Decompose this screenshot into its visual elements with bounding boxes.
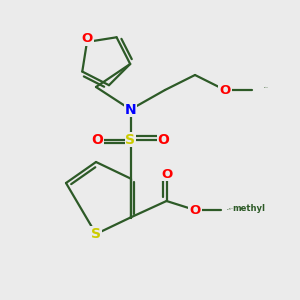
Text: O: O: [161, 167, 172, 181]
Text: O: O: [219, 83, 231, 97]
Text: N: N: [125, 103, 136, 116]
Text: methyl: methyl: [263, 87, 268, 88]
Text: O: O: [81, 32, 93, 46]
Text: methyl: methyl: [229, 208, 233, 209]
Text: methyl: methyl: [227, 209, 232, 210]
Text: methyl: methyl: [232, 204, 265, 213]
Text: S: S: [125, 133, 136, 146]
Text: O: O: [189, 203, 201, 217]
Text: O: O: [92, 133, 104, 146]
Text: S: S: [91, 227, 101, 241]
Text: O: O: [158, 133, 169, 146]
